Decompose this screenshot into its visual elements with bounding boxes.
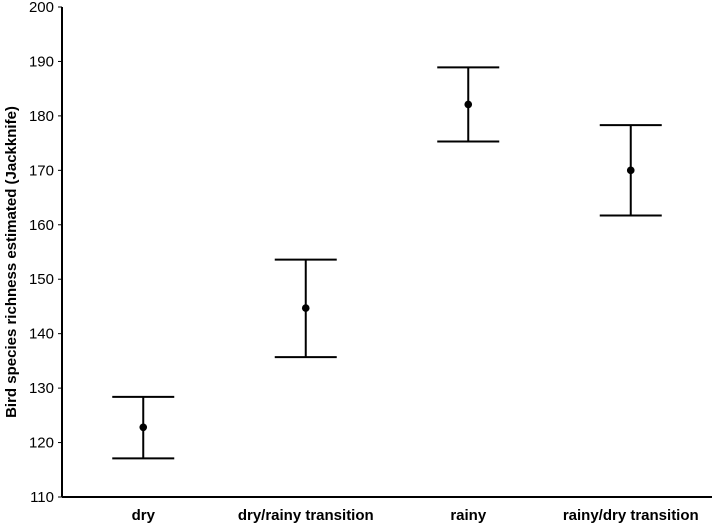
- category-label: rainy: [450, 507, 487, 524]
- y-tick-label: 120: [29, 435, 54, 452]
- axes: [61, 7, 712, 498]
- y-tick-label: 170: [29, 162, 54, 179]
- y-tick-label: 190: [29, 53, 54, 70]
- y-tick-label: 160: [29, 217, 54, 234]
- y-axis-title: Bird species richness estimated (Jackkni…: [3, 106, 20, 418]
- y-tick-label: 150: [29, 271, 54, 288]
- mean-point: [301, 304, 310, 312]
- error-bars: [112, 66, 662, 460]
- y-tick-labels: 110 120 130 140 150 160 170 180 190 200: [29, 0, 62, 506]
- category-label: dry/rainy transition: [238, 507, 374, 524]
- category-label: dry: [132, 507, 156, 524]
- y-tick-label: 110: [30, 489, 54, 506]
- y-tick-label: 130: [29, 380, 54, 397]
- category-labels: dry dry/rainy transition rainy rainy/dry tr…: [132, 507, 699, 524]
- category-label: rainy/dry transition: [563, 507, 699, 524]
- mean-point: [626, 166, 635, 175]
- mean-point: [464, 100, 473, 109]
- y-tick-label: 200: [29, 0, 54, 16]
- y-tick-label: 140: [29, 326, 54, 343]
- y-tick-label: 180: [29, 108, 54, 125]
- mean-point: [139, 423, 148, 432]
